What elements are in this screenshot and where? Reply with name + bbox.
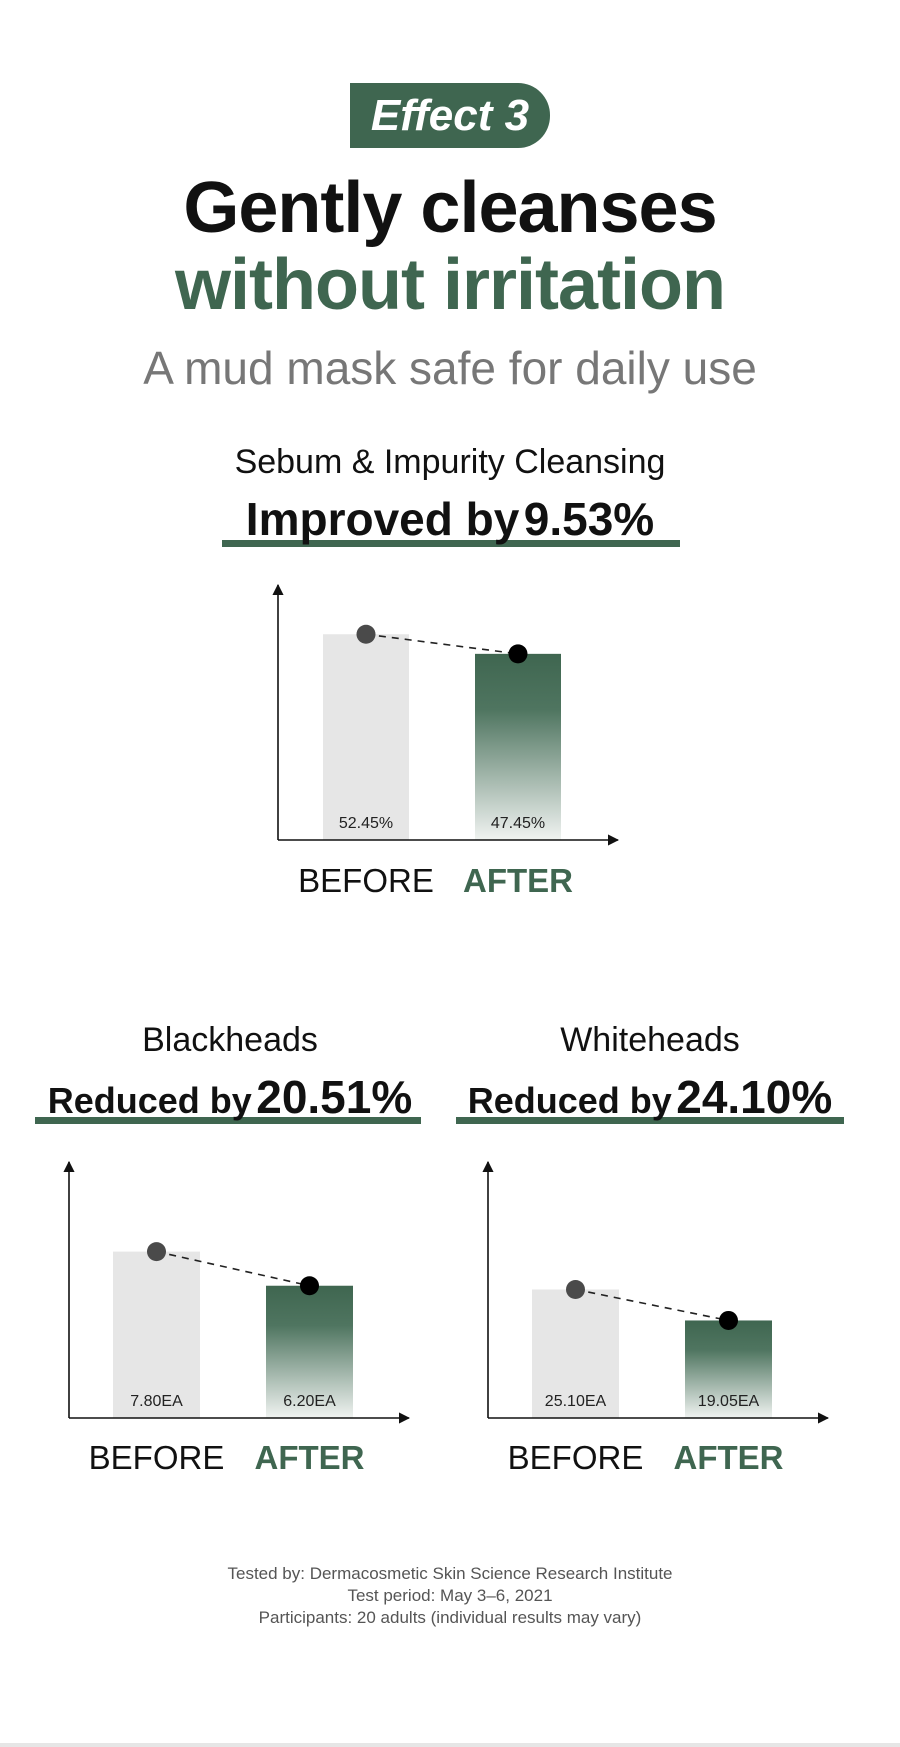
metric-result-prefix: Reduced by [467,1080,672,1121]
after-bar [685,1320,772,1418]
category-label-before: BEFORE [89,1439,225,1476]
before-bar [113,1251,200,1418]
metric-underline-sebum [222,540,680,547]
before-point [147,1242,166,1262]
bar-value-label: 19.05EA [698,1393,760,1410]
after-bar [266,1285,353,1418]
chart-whiteheads: 25.10EA BEFORE 19.05EA AFTER [482,1160,830,1476]
trend-line [156,1250,310,1287]
metric-result-whiteheads: Reduced by 24.10% [450,1072,850,1134]
category-label-after: AFTER [674,1439,784,1476]
bar-value-label: 6.20EA [283,1393,336,1410]
footer-line-tested-by: Tested by: Dermacosmetic Skin Science Re… [227,1564,673,1583]
metric-result-value: 9.53% [523,493,655,545]
before-point [566,1279,585,1299]
footer-line-participants: Participants: 20 adults (individual resu… [258,1608,642,1627]
bottom-rule [0,1743,900,1747]
subtitle: A mud mask safe for daily use [143,342,757,394]
after-bar [475,653,561,840]
category-label-before: BEFORE [508,1439,644,1476]
metric-underline-whiteheads [456,1117,844,1124]
footer: Tested by: Dermacosmetic Skin Science Re… [0,1563,900,1629]
after-point [300,1276,319,1296]
metric-title-whiteheads: Whiteheads [560,1021,740,1059]
after-point [719,1310,738,1330]
metric-result-sebum: Improved by 9.53% [0,494,900,556]
trend-line [575,1288,729,1322]
metric-title-blackheads: Blackheads [142,1021,318,1059]
metric-underline-blackheads [35,1117,421,1124]
metric-result-value: 24.10% [676,1071,833,1123]
category-label-after: AFTER [463,862,573,899]
bar-value-label: 7.80EA [130,1393,183,1410]
effect-badge: Effect 3 [350,83,550,148]
after-point [508,644,528,664]
effect-badge-label: Effect 3 [370,90,530,140]
footer-line-period: Test period: May 3–6, 2021 [347,1586,553,1605]
chart-sebum: 52.45% BEFORE 47.45% AFTER [272,583,620,899]
metric-result-blackheads: Reduced by 20.51% [30,1072,430,1134]
before-bar [323,634,409,840]
headline-line-2: without irritation [175,245,726,325]
metric-title-sebum: Sebum & Impurity Cleansing [234,443,666,481]
before-point [356,624,376,644]
before-bar [532,1289,619,1418]
bar-value-label: 25.10EA [545,1393,607,1410]
metric-result-prefix: Improved by [245,493,520,545]
metric-result-value: 20.51% [256,1071,413,1123]
bar-value-label: 52.45% [339,815,393,832]
metric-result-prefix: Reduced by [47,1080,252,1121]
chart-blackheads: 7.80EA BEFORE 6.20EA AFTER [63,1160,411,1476]
category-label-after: AFTER [255,1439,365,1476]
category-label-before: BEFORE [298,862,434,899]
headline-line-1: Gently cleanses [183,168,717,248]
bar-value-label: 47.45% [491,815,545,832]
